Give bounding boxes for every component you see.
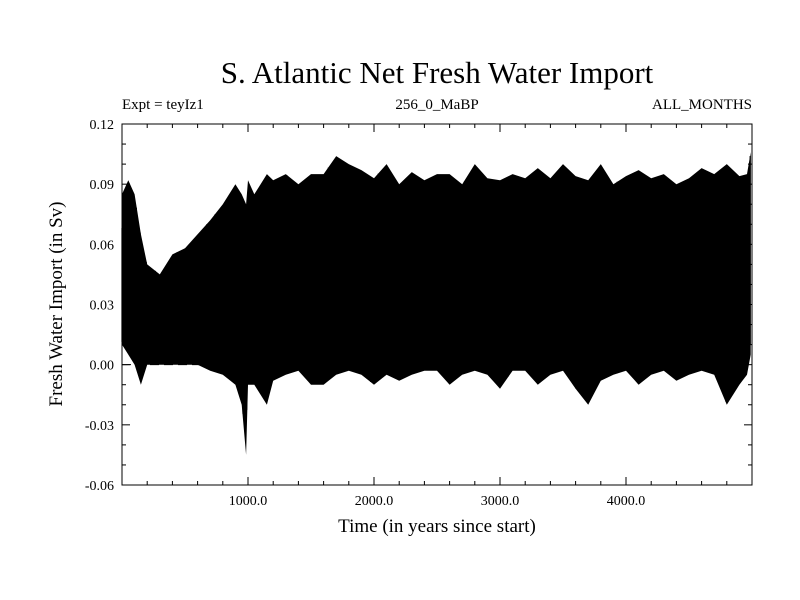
y-axis-label: Fresh Water Import (in Sv) (46, 202, 67, 407)
y-axis-ticks: -0.06 -0.03 0.00 0.03 0.06 0.09 0.12 (85, 118, 752, 494)
subtitle-center: 256_0_MaBP (395, 97, 478, 113)
y-tick-label: 0.12 (90, 118, 115, 133)
y-tick-label: -0.06 (85, 479, 114, 494)
y-tick-label: 0.06 (90, 238, 115, 253)
y-tick-label: -0.03 (85, 419, 114, 434)
plot-area (121, 152, 752, 455)
experiment-label: Expt = teyIz1 (122, 97, 204, 113)
x-axis-ticks: 1000.0 2000.0 3000.0 4000.0 (146, 124, 728, 509)
y-tick-label: 0.03 (90, 299, 115, 314)
x-tick-label: 2000.0 (355, 494, 394, 509)
x-tick-label: 3000.0 (481, 494, 520, 509)
y-tick-label: 0.09 (90, 178, 115, 193)
y-tick-label: 0.00 (90, 359, 115, 374)
chart-title: S. Atlantic Net Fresh Water Import (221, 55, 654, 90)
x-tick-label: 4000.0 (607, 494, 646, 509)
x-axis-label: Time (in years since start) (338, 516, 536, 537)
x-tick-label: 1000.0 (229, 494, 268, 509)
subtitle-right: ALL_MONTHS (652, 97, 752, 113)
